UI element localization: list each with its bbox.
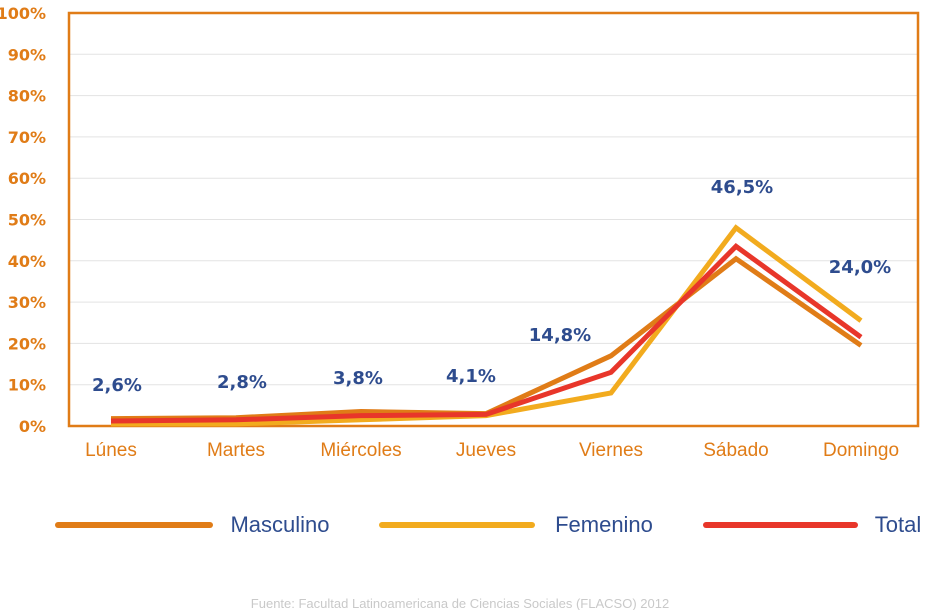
x-tick-label: Miércoles	[320, 440, 401, 461]
y-axis-ticks: 0% 10% 20% 30% 40% 50% 60% 70% 80% 90% 100%	[0, 4, 46, 436]
data-label: 46,5%	[711, 177, 773, 198]
data-label: 2,8%	[217, 372, 267, 393]
series-lines	[110, 224, 863, 427]
x-tick-label: Sábado	[703, 440, 769, 461]
y-tick-label: 70%	[8, 128, 46, 147]
y-tick-label: 10%	[8, 376, 46, 395]
y-tick-label: 0%	[19, 417, 46, 436]
data-label: 3,8%	[333, 368, 383, 389]
data-label: 14,8%	[529, 325, 591, 346]
y-tick-label: 20%	[8, 334, 46, 353]
source-note: Fuente: Facultad Latinoamericana de Cien…	[251, 596, 669, 610]
x-tick-label: Domingo	[823, 440, 899, 461]
x-tick-label: Martes	[207, 440, 265, 461]
data-label: 4,1%	[446, 366, 496, 387]
y-tick-label: 60%	[8, 169, 46, 188]
y-tick-label: 80%	[8, 87, 46, 106]
data-label: 24,0%	[829, 257, 891, 278]
gridlines	[69, 53, 918, 386]
x-tick-label: Jueves	[456, 440, 516, 461]
series-line-total	[110, 243, 863, 424]
plot-frame	[67, 11, 920, 428]
x-tick-label: Viernes	[579, 440, 643, 461]
legend-label-total: Total	[875, 512, 921, 537]
y-tick-label: 30%	[8, 293, 46, 312]
y-tick-label: 90%	[8, 45, 46, 64]
data-label: 2,6%	[92, 375, 142, 396]
y-tick-label: 50%	[8, 211, 46, 230]
legend: Masculino Femenino Total	[55, 512, 921, 537]
data-labels: 2,6% 2,8% 3,8% 4,1% 14,8% 46,5% 24,0%	[92, 177, 891, 396]
legend-label-femenino: Femenino	[555, 512, 653, 537]
y-tick-label: 40%	[8, 252, 46, 271]
series-line-masculino	[110, 255, 863, 422]
x-tick-label: Lúnes	[85, 440, 137, 461]
legend-label-masculino: Masculino	[230, 512, 329, 537]
y-tick-label: 100%	[0, 4, 46, 23]
x-axis-ticks: Lúnes Martes Miércoles Jueves Viernes Sábado D…	[85, 440, 899, 461]
